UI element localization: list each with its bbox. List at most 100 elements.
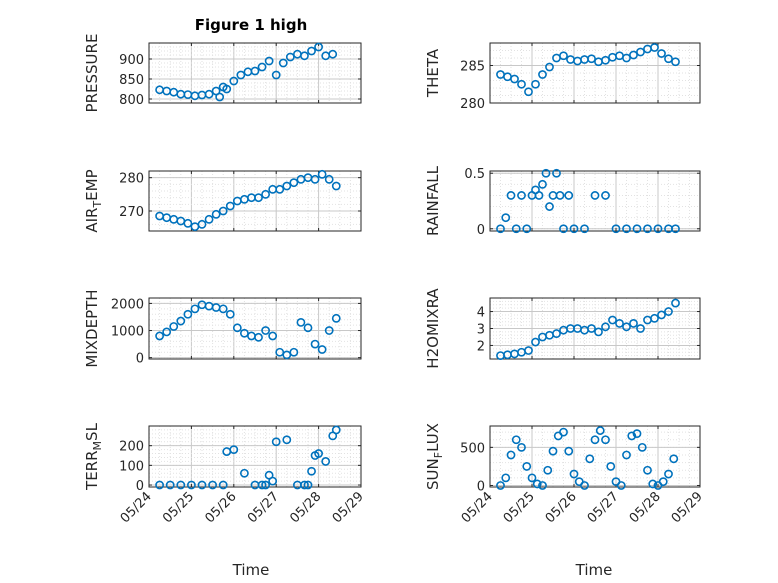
data-point	[282, 435, 292, 445]
data-point	[601, 55, 610, 65]
data-point	[278, 58, 288, 68]
data-point	[595, 426, 605, 435]
data-point	[541, 168, 551, 178]
data-point	[275, 347, 285, 357]
data-point	[532, 479, 542, 489]
data-point	[510, 74, 519, 84]
data-point	[650, 43, 659, 52]
axes-box	[148, 42, 362, 104]
data-point	[658, 477, 668, 487]
data-point	[307, 466, 316, 476]
data-point	[229, 445, 239, 455]
y-axis-label: RAINFALL	[424, 165, 442, 236]
y-tick-label: 270	[119, 205, 144, 220]
data-point	[218, 480, 228, 490]
data-point	[559, 51, 568, 61]
data-point	[254, 193, 263, 203]
axes-box	[489, 42, 701, 104]
data-point	[208, 480, 217, 490]
data-point	[671, 298, 680, 308]
data-point	[169, 322, 179, 331]
data-point	[506, 191, 516, 200]
data-point	[314, 42, 323, 52]
data-point	[211, 209, 221, 219]
data-point	[629, 50, 638, 60]
data-point	[636, 324, 645, 333]
data-point	[218, 206, 228, 216]
data-point	[257, 480, 267, 490]
data-point	[615, 319, 624, 328]
data-point	[637, 442, 647, 452]
data-point	[310, 174, 320, 184]
data-point	[155, 331, 164, 341]
data-point	[569, 469, 579, 479]
data-point	[664, 469, 673, 479]
y-tick-label: 0	[136, 479, 144, 494]
data-point	[176, 316, 186, 326]
data-point	[601, 191, 610, 200]
axes-box	[148, 297, 362, 360]
data-point	[545, 202, 554, 211]
data-point	[204, 214, 214, 224]
data-point	[632, 429, 642, 439]
data-point	[317, 169, 327, 179]
data-point	[496, 224, 505, 234]
y-tick-label: 2	[477, 339, 485, 354]
data-point	[643, 465, 652, 475]
data-point	[531, 79, 540, 89]
data-point	[611, 224, 621, 234]
data-point	[671, 224, 680, 234]
data-point	[543, 465, 553, 475]
data-point	[657, 310, 666, 320]
data-point	[622, 450, 631, 460]
data-point	[555, 191, 565, 200]
data-point	[496, 481, 505, 490]
data-point	[648, 479, 658, 489]
data-point	[501, 213, 511, 223]
data-point	[517, 442, 526, 452]
y-tick-label: 0	[477, 223, 485, 238]
axes-box	[489, 170, 701, 232]
data-point	[271, 70, 281, 80]
data-point	[643, 224, 652, 234]
data-point	[250, 66, 260, 76]
data-point	[522, 462, 532, 471]
data-point	[165, 480, 175, 490]
data-point	[254, 332, 263, 342]
data-point	[538, 481, 547, 490]
data-point	[627, 431, 637, 441]
data-point	[300, 51, 309, 61]
y-axis-label: MIXDEPTH	[83, 289, 101, 367]
data-point	[657, 49, 666, 58]
data-point	[548, 446, 558, 456]
y-axis-label: TERRMSL	[83, 422, 104, 491]
data-point	[310, 339, 320, 349]
data-point	[225, 309, 235, 319]
data-point	[564, 446, 574, 456]
data-point	[314, 449, 323, 458]
data-point	[538, 70, 547, 79]
data-point	[282, 350, 292, 360]
data-point	[239, 468, 249, 478]
data-point	[176, 480, 186, 490]
data-point	[590, 435, 600, 445]
data-point	[331, 313, 341, 323]
data-point	[636, 47, 645, 57]
data-point	[517, 191, 526, 200]
x-axis-label-left: Time	[232, 561, 270, 579]
data-point	[664, 307, 673, 316]
data-point	[580, 224, 589, 234]
data-point	[261, 480, 270, 490]
subplot-6: 23 4 H2OMIXRA	[424, 288, 701, 369]
data-point	[531, 337, 540, 347]
data-point	[285, 52, 295, 62]
y-axis-label: H2OMIXRA	[424, 288, 442, 369]
data-point	[261, 326, 270, 335]
data-point	[275, 184, 285, 194]
data-point	[232, 323, 242, 333]
data-point	[590, 191, 600, 200]
data-point	[552, 329, 561, 338]
y-tick-label: 800	[119, 93, 144, 108]
data-point	[517, 79, 526, 89]
